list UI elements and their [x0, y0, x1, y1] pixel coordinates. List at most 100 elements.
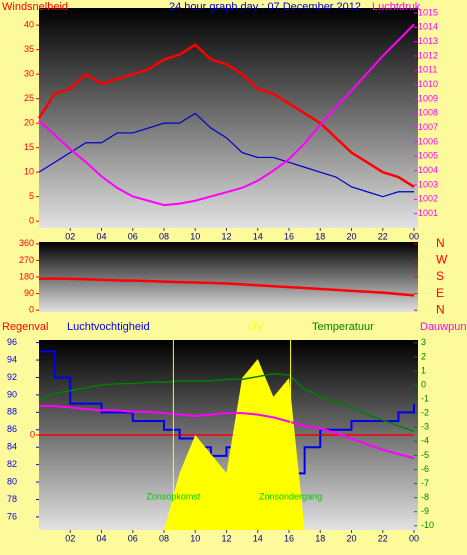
tick-label: 94	[7, 354, 17, 364]
x-tick-label: 14	[253, 533, 263, 543]
series-line	[38, 23, 415, 207]
x-tick-label: 22	[378, 231, 388, 241]
x-tick-label: 20	[346, 533, 356, 543]
tick-label: 1008	[418, 108, 438, 118]
tick-label: 180	[19, 271, 34, 281]
x-tick-label: 10	[190, 533, 200, 543]
tick-label: 1001	[418, 208, 438, 218]
x-tick-label: 16	[284, 533, 294, 543]
series-line	[38, 277, 415, 297]
tick-label: 0	[421, 379, 426, 389]
tick-label: 96	[7, 337, 17, 347]
tick-label: 1010	[418, 79, 438, 89]
tick-label: S	[436, 269, 444, 283]
tick-label: 1004	[418, 165, 438, 175]
legend-label: Dauwpunt	[420, 321, 467, 333]
tick-label: 35	[24, 44, 34, 54]
tick-label: 1015	[418, 7, 438, 17]
tick-label: 360	[19, 238, 34, 248]
tick-label: 20	[24, 118, 34, 128]
legend-label: Regenval	[2, 321, 48, 333]
y-axis-title: Windsnelheid	[2, 1, 68, 13]
x-tick-label: 08	[159, 231, 169, 241]
series-line	[39, 350, 415, 501]
tick-label: 1009	[418, 93, 438, 103]
tick-label: -1	[421, 393, 429, 403]
x-tick-label: 10	[190, 231, 200, 241]
tick-label: -10	[421, 520, 434, 530]
tick-label: -2	[421, 408, 429, 418]
x-tick-label: 14	[253, 231, 263, 241]
tick-label: 1014	[418, 22, 438, 32]
tick-label: 15	[24, 142, 34, 152]
tick-label: 92	[7, 372, 17, 382]
tick-label: 30	[24, 69, 34, 79]
legend-label: Luchtvochtigheid	[67, 321, 150, 333]
tick-label: 1012	[418, 50, 438, 60]
tick-label: 80	[7, 476, 17, 486]
tick-label: 1007	[418, 122, 438, 132]
x-tick-label: 02	[65, 231, 75, 241]
tick-label: 76	[7, 511, 17, 521]
series-line	[37, 43, 415, 188]
tick-label: 2	[421, 351, 426, 361]
tick-label: 0	[30, 429, 35, 439]
legend-label: Temperatuur	[312, 321, 374, 333]
x-tick-label: 12	[221, 231, 231, 241]
tick-label: 90	[7, 389, 17, 399]
tick-label: 84	[7, 442, 17, 452]
series-line	[38, 373, 415, 433]
tick-label: 0	[29, 216, 34, 226]
tick-label: 1003	[418, 179, 438, 189]
tick-label: E	[436, 286, 444, 300]
plot-area	[39, 8, 418, 228]
tick-label: 90	[24, 288, 34, 298]
tick-label: 5	[29, 191, 34, 201]
tick-label: 82	[7, 459, 17, 469]
x-tick-label: 08	[159, 533, 169, 543]
series-line	[38, 112, 414, 198]
tick-label: 1006	[418, 136, 438, 146]
tick-label: 40	[24, 20, 34, 30]
plot-area	[39, 242, 418, 312]
x-tick-label: 06	[128, 231, 138, 241]
tick-label: 3	[421, 337, 426, 347]
tick-label: 25	[24, 93, 34, 103]
tick-label: -5	[421, 450, 429, 460]
x-tick-label: 00	[409, 231, 419, 241]
x-tick-label: 04	[96, 533, 106, 543]
tick-label: 270	[19, 255, 34, 265]
uv-area	[39, 359, 414, 530]
x-tick-label: 00	[409, 533, 419, 543]
tick-label: -8	[421, 492, 429, 502]
x-tick-label: 16	[284, 231, 294, 241]
tick-label: W	[436, 253, 448, 267]
tick-label: 1005	[418, 151, 438, 161]
x-tick-label: 12	[221, 533, 231, 543]
tick-label: -9	[421, 506, 429, 516]
tick-label: 1002	[418, 194, 438, 204]
tick-label: 88	[7, 407, 17, 417]
series-line	[39, 405, 415, 460]
tick-label: N	[436, 236, 445, 250]
tick-label: 1	[421, 365, 426, 375]
y2-axis-title: Luchtdruk	[372, 1, 421, 13]
chart-title: 24 hour graph day : 07 December 2012	[169, 1, 361, 13]
x-tick-label: 06	[128, 533, 138, 543]
tick-label: -3	[421, 422, 429, 432]
tick-label: 0	[29, 305, 34, 315]
x-tick-label: 04	[96, 231, 106, 241]
tick-label: -4	[421, 436, 429, 446]
tick-label: 1013	[418, 36, 438, 46]
tick-label: -7	[421, 478, 429, 488]
x-tick-label: 18	[315, 231, 325, 241]
annotation: Zonsopkomst	[146, 491, 201, 501]
x-tick-label: 18	[315, 533, 325, 543]
tick-label: 78	[7, 494, 17, 504]
tick-label: 1011	[418, 65, 437, 75]
legend-label: UV	[248, 321, 264, 333]
x-tick-label: 02	[65, 533, 75, 543]
tick-label: 10	[24, 167, 34, 177]
x-tick-label: 20	[346, 231, 356, 241]
